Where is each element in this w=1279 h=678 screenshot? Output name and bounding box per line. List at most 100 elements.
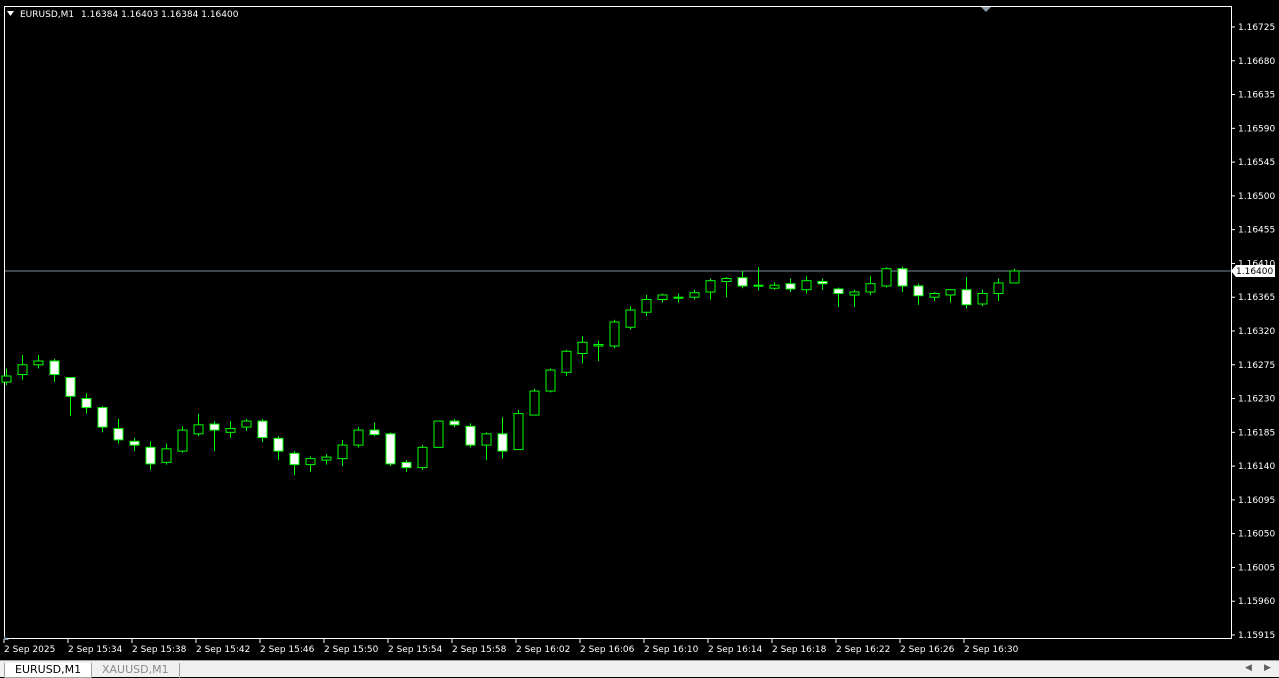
bull-candle[interactable] <box>33 360 44 366</box>
price-tick-label: 1.16635 <box>1238 91 1275 101</box>
bear-candle[interactable] <box>209 423 220 431</box>
bull-candle[interactable] <box>721 277 732 282</box>
bear-candle[interactable] <box>897 268 908 287</box>
bear-candle[interactable] <box>289 452 300 466</box>
price-tick-label: 1.16725 <box>1238 23 1275 33</box>
time-tick-label: 2 Sep 15:58 <box>452 645 507 655</box>
bull-candle[interactable] <box>561 350 572 373</box>
price-tick-label: 1.16185 <box>1238 428 1275 438</box>
price-tick-label: 1.16320 <box>1238 327 1275 337</box>
scroll-right-icon[interactable]: ▶ <box>1264 663 1271 673</box>
price-axis[interactable]: 1.16725 1.16680 1.16635 1.16590 1.16545 1.165… <box>1231 23 1275 641</box>
bear-candle[interactable] <box>913 285 924 297</box>
bull-candle[interactable] <box>865 283 876 293</box>
price-tick-label: 1.16230 <box>1238 395 1275 405</box>
bull-candle[interactable] <box>673 296 684 299</box>
bull-candle[interactable] <box>321 456 332 461</box>
bull-candle[interactable] <box>177 429 188 452</box>
bull-candle[interactable] <box>1009 270 1020 284</box>
bull-candle[interactable] <box>545 369 556 392</box>
bull-candle[interactable] <box>801 280 812 291</box>
symbol-label: EURUSD,M1 <box>20 10 74 20</box>
price-tick-label: 1.16500 <box>1238 192 1275 202</box>
bear-candle[interactable] <box>465 425 476 446</box>
bear-candle[interactable] <box>497 433 508 452</box>
bull-candle[interactable] <box>577 341 588 355</box>
bear-candle[interactable] <box>49 360 60 376</box>
bull-candle[interactable] <box>193 424 204 435</box>
time-tick-label: 2 Sep 16:30 <box>964 645 1019 655</box>
bull-candle[interactable] <box>945 289 956 296</box>
bear-candle[interactable] <box>65 377 76 397</box>
bull-candle[interactable] <box>529 390 540 416</box>
bull-candle[interactable] <box>753 284 764 287</box>
bear-candle[interactable] <box>817 280 828 285</box>
price-tick-label: 1.16095 <box>1238 496 1275 506</box>
bull-candle[interactable] <box>225 428 236 433</box>
bear-candle[interactable] <box>113 428 124 441</box>
shift-marker-icon[interactable] <box>981 7 991 12</box>
chart-background <box>0 0 1279 660</box>
price-chart[interactable]: 1.16725 1.16680 1.16635 1.16590 1.16545 1.165… <box>0 0 1279 660</box>
bull-candle[interactable] <box>353 429 364 446</box>
ohlc-label: 1.16384 1.16403 1.16384 1.16400 <box>81 10 239 20</box>
bear-candle[interactable] <box>97 407 108 428</box>
bull-candle[interactable] <box>593 344 604 347</box>
plot-frame <box>4 6 1232 639</box>
bull-candle[interactable] <box>17 364 28 376</box>
price-tick-label: 1.16050 <box>1238 530 1275 540</box>
dropdown-triangle-icon[interactable] <box>7 11 14 16</box>
bull-candle[interactable] <box>241 420 252 428</box>
tab-eurusd-m1[interactable]: EURUSD,M1 <box>4 663 93 678</box>
bear-candle[interactable] <box>273 437 284 452</box>
bear-candle[interactable] <box>81 398 92 409</box>
price-tick-label: 1.16275 <box>1238 361 1275 371</box>
tab-xauusd-m1[interactable]: XAUUSD,M1 <box>92 663 180 678</box>
bear-candle[interactable] <box>129 440 140 446</box>
bear-candle[interactable] <box>385 433 396 465</box>
chart-tab-bar: EURUSD,M1 XAUUSD,M1 ◀ ▶ <box>0 660 1279 678</box>
time-axis[interactable]: 2 Sep 2025 2 Sep 15:34 2 Sep 15:38 2 Sep 15… <box>3 639 1019 655</box>
bull-candle[interactable] <box>881 268 892 287</box>
bear-candle[interactable] <box>833 288 844 294</box>
bull-candle[interactable] <box>433 420 444 448</box>
price-tick-label: 1.16590 <box>1238 124 1275 134</box>
current-price-label: 1.16400 <box>1236 267 1273 277</box>
time-tick-label: 2 Sep 16:02 <box>516 645 570 655</box>
bull-candle[interactable] <box>641 298 652 313</box>
bear-candle[interactable] <box>961 289 972 306</box>
price-tick-label: 1.16365 <box>1238 293 1275 303</box>
bull-candle[interactable] <box>657 294 668 300</box>
bear-candle[interactable] <box>785 283 796 290</box>
bull-candle[interactable] <box>689 292 700 298</box>
bear-candle[interactable] <box>257 420 268 439</box>
bull-candle[interactable] <box>993 282 1004 294</box>
candles-group <box>1 266 1020 476</box>
bull-candle[interactable] <box>1 375 12 383</box>
time-tick-label: 2 Sep 15:54 <box>388 645 443 655</box>
bull-candle[interactable] <box>705 280 716 293</box>
bull-candle[interactable] <box>305 458 316 466</box>
bear-candle[interactable] <box>369 429 380 436</box>
bear-candle[interactable] <box>449 420 460 426</box>
time-tick-label: 2 Sep 15:34 <box>68 645 123 655</box>
bull-candle[interactable] <box>769 284 780 289</box>
bull-candle[interactable] <box>929 292 940 298</box>
bull-candle[interactable] <box>849 291 860 296</box>
time-tick-label: 2 Sep 16:10 <box>644 645 699 655</box>
bull-candle[interactable] <box>337 444 348 460</box>
bear-candle[interactable] <box>401 461 412 469</box>
bear-candle[interactable] <box>737 277 748 287</box>
bull-candle[interactable] <box>609 321 620 347</box>
bull-candle[interactable] <box>977 292 988 305</box>
bull-candle[interactable] <box>481 433 492 446</box>
scroll-left-icon[interactable]: ◀ <box>1245 663 1252 673</box>
price-tick-label: 1.15960 <box>1238 597 1275 607</box>
bear-candle[interactable] <box>145 446 156 465</box>
price-tick-label: 1.16680 <box>1238 57 1275 67</box>
bull-candle[interactable] <box>417 446 428 469</box>
price-tick-label: 1.16410 <box>1238 259 1275 269</box>
bull-candle[interactable] <box>161 448 172 463</box>
bull-candle[interactable] <box>625 309 636 328</box>
bull-candle[interactable] <box>513 413 524 451</box>
